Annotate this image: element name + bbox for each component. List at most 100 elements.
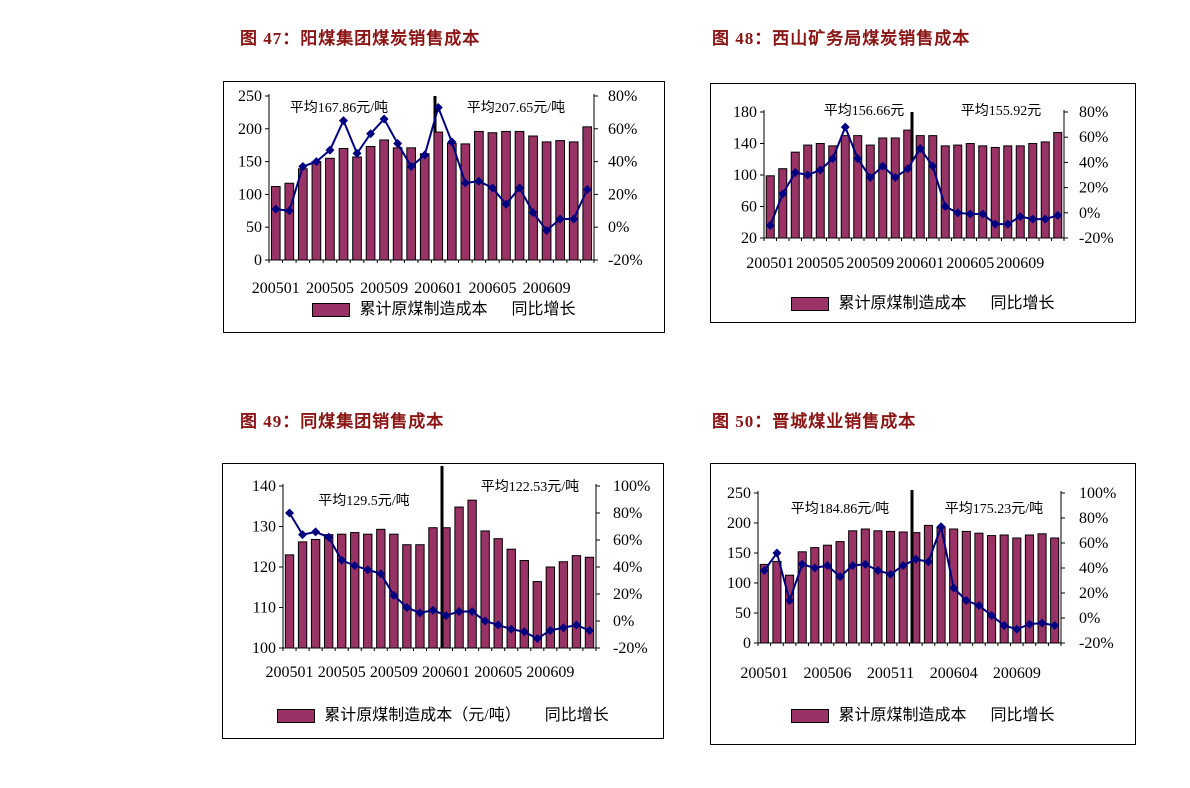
bar-200510 [402,544,412,649]
marker-200509 [379,114,389,124]
figure-47-chart: 0 50 100 150 200 250 -20% 0% 20% 40% 60% 80% 200501 2… [223,81,665,333]
bar-200508 [848,530,858,644]
bar-200607 [519,560,529,649]
bar-200505 [815,143,825,239]
line-series-label: 同比增长 [990,707,1055,724]
line-series [769,124,1059,226]
bar-series [759,524,1060,644]
svg-text:200511: 200511 [867,665,914,682]
axis-tick-labels: 0 50 100 150 200 250 -20% 0% 20% 40% 60% 80% 100% 200… [727,485,1116,682]
bar-200607 [514,130,525,261]
marker-200506 [828,154,838,164]
svg-text:80%: 80% [613,505,642,522]
bar-200508 [365,146,376,261]
bar-200512 [903,129,913,239]
bar-200504 [311,161,322,261]
svg-text:50: 50 [735,605,751,622]
axes [265,94,598,263]
svg-text:200609: 200609 [996,255,1044,272]
svg-text:60%: 60% [613,532,642,549]
figure-49-legend: 累计原煤制造成本（元/吨） 同比增长 [223,708,663,724]
marker-200610 [1024,619,1034,629]
marker-200508 [366,129,376,139]
bar-200606 [978,145,988,239]
marker-200602 [454,607,464,617]
bar-200608 [1003,145,1013,239]
bar-200603 [460,143,471,261]
bar-200503 [790,151,800,239]
marker-200601 [441,611,451,621]
line-series [763,523,1055,631]
bar-200611 [1037,533,1047,644]
marker-200601 [915,144,925,154]
svg-text:200601: 200601 [422,664,470,681]
marker-200603 [936,522,946,532]
bar-200607 [987,535,997,644]
svg-text:-20%: -20% [1079,635,1114,652]
marker-200611 [1037,618,1047,628]
axes [279,484,600,651]
bar-200605 [493,538,503,649]
svg-text:平均156.66元: 平均156.66元 [824,103,905,119]
marker-200503 [785,596,795,605]
svg-text:0: 0 [743,635,751,652]
bar-200511 [890,137,900,239]
bar-200506 [822,544,832,644]
marker-200506 [350,561,360,571]
marker-200612 [582,184,592,194]
svg-text:200609: 200609 [523,280,571,297]
bar-200509 [865,144,875,239]
line-markers [271,102,592,235]
figure-48-title: 图 48：西山矿务局煤炭销售成本 [712,29,971,48]
marker-200503 [298,162,308,172]
svg-text:140: 140 [733,136,757,153]
bar-200608 [999,534,1009,644]
marker-200601 [433,102,443,112]
bar-200506 [338,147,349,261]
svg-text:40%: 40% [1079,154,1108,171]
average-annotations: 平均129.5元/吨 平均122.53元/吨 [318,479,579,509]
svg-text:40%: 40% [608,154,637,171]
marker-200607 [990,219,1000,229]
bar-series [765,129,1063,239]
bar-200610 [1028,143,1038,239]
svg-text:200601: 200601 [896,255,944,272]
marker-200505 [815,165,825,175]
svg-text:平均207.65元/吨: 平均207.65元/吨 [467,100,565,116]
svg-text:200505: 200505 [318,664,366,681]
marker-200512 [420,150,430,160]
marker-200610 [558,623,568,633]
bar-200504 [803,144,813,239]
bar-200601 [433,131,444,261]
marker-200508 [848,561,858,570]
marker-200509 [860,559,870,569]
svg-text:200509: 200509 [846,255,894,272]
svg-text:200: 200 [727,515,751,532]
figure-49-title: 图 49：同煤集团销售成本 [240,412,445,431]
bar-200505 [337,533,347,649]
marker-200502 [772,548,782,558]
marker-200609 [1012,624,1022,634]
marker-200507 [352,148,362,158]
svg-text:60%: 60% [608,121,637,138]
bar-200508 [376,528,386,649]
axis-tick-labels: 0 50 100 150 200 250 -20% 0% 20% 40% 60% 80% 200501 2… [238,88,643,297]
bar-200502 [297,541,308,649]
bar-200511 [415,544,425,649]
bar-200607 [990,146,1000,239]
marker-200510 [393,139,403,149]
svg-text:100: 100 [252,640,276,657]
bar-series-swatch [791,709,830,723]
average-annotations: 平均167.86元/吨 平均207.65元/吨 [290,100,565,116]
bar-200501 [765,175,775,239]
bar-200608 [532,581,542,649]
marker-200602 [447,137,457,147]
svg-text:60%: 60% [1079,535,1108,552]
line-series-label: 同比增长 [511,301,576,318]
marker-200501 [765,220,775,230]
svg-text:-20%: -20% [1079,230,1114,247]
marker-200608 [1003,219,1013,229]
svg-text:0%: 0% [1079,205,1100,222]
marker-200509 [389,590,399,600]
